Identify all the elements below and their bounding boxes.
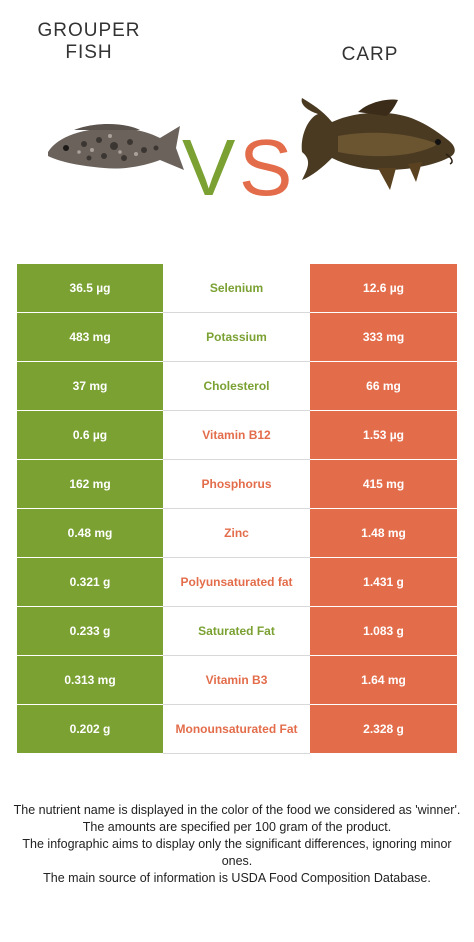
nutrient-name: Cholesterol xyxy=(163,362,310,411)
nutrient-name: Polyunsaturated fat xyxy=(163,558,310,607)
table-row: 0.6 µg Vitamin B12 1.53 µg xyxy=(17,411,457,460)
footnote-line: The amounts are specified per 100 gram o… xyxy=(82,820,392,834)
table-row: 0.48 mg Zinc 1.48 mg xyxy=(17,509,457,558)
comparison-table: 36.5 µg Selenium 12.6 µg 483 mg Potassium 333… xyxy=(17,264,457,754)
left-value: 162 mg xyxy=(17,460,163,509)
table-row: 483 mg Potassium 333 mg xyxy=(17,313,457,362)
table-row: 0.202 g Monounsaturated Fat 2.328 g xyxy=(17,705,457,754)
right-value: 1.431 g xyxy=(310,558,457,607)
nutrient-name: Selenium xyxy=(163,264,310,313)
left-value: 0.48 mg xyxy=(17,509,163,558)
footnote-line: The main source of information is USDA F… xyxy=(43,871,431,885)
table-row: 0.313 mg Vitamin B3 1.64 mg xyxy=(17,656,457,705)
right-value: 415 mg xyxy=(310,460,457,509)
right-value: 1.48 mg xyxy=(310,509,457,558)
nutrient-name: Vitamin B12 xyxy=(163,411,310,460)
left-value: 36.5 µg xyxy=(17,264,163,313)
left-value: 483 mg xyxy=(17,313,163,362)
carp-fish-image xyxy=(301,98,455,190)
vs-letter-s: S xyxy=(239,123,293,212)
left-value: 0.321 g xyxy=(17,558,163,607)
footnote-line: The infographic aims to display only the… xyxy=(22,837,452,868)
right-value: 333 mg xyxy=(310,313,457,362)
nutrient-name: Potassium xyxy=(163,313,310,362)
right-value: 66 mg xyxy=(310,362,457,411)
right-value: 1.64 mg xyxy=(310,656,457,705)
nutrient-name: Zinc xyxy=(163,509,310,558)
footnote-line: The nutrient name is displayed in the co… xyxy=(13,803,461,817)
nutrient-name: Saturated Fat xyxy=(163,607,310,656)
left-value: 37 mg xyxy=(17,362,163,411)
left-food-title: GROUPER FISH xyxy=(37,20,141,63)
table-row: 36.5 µg Selenium 12.6 µg xyxy=(17,264,457,313)
right-food-title: CARP xyxy=(341,44,399,65)
right-value: 2.328 g xyxy=(310,705,457,754)
nutrient-name: Vitamin B3 xyxy=(163,656,310,705)
left-value: 0.202 g xyxy=(17,705,163,754)
table-row: 0.233 g Saturated Fat 1.083 g xyxy=(17,607,457,656)
grouper-fish-image xyxy=(48,124,184,170)
right-value: 12.6 µg xyxy=(310,264,457,313)
table-row: 162 mg Phosphorus 415 mg xyxy=(17,460,457,509)
table-row: 0.321 g Polyunsaturated fat 1.431 g xyxy=(17,558,457,607)
left-value: 0.6 µg xyxy=(17,411,163,460)
left-value: 0.313 mg xyxy=(17,656,163,705)
nutrient-name: Monounsaturated Fat xyxy=(163,705,310,754)
right-value: 1.083 g xyxy=(310,607,457,656)
footnote: The nutrient name is displayed in the co… xyxy=(12,802,462,887)
vs-letter-v: V xyxy=(182,123,236,212)
left-value: 0.233 g xyxy=(17,607,163,656)
nutrient-name: Phosphorus xyxy=(163,460,310,509)
table-row: 37 mg Cholesterol 66 mg xyxy=(17,362,457,411)
right-value: 1.53 µg xyxy=(310,411,457,460)
